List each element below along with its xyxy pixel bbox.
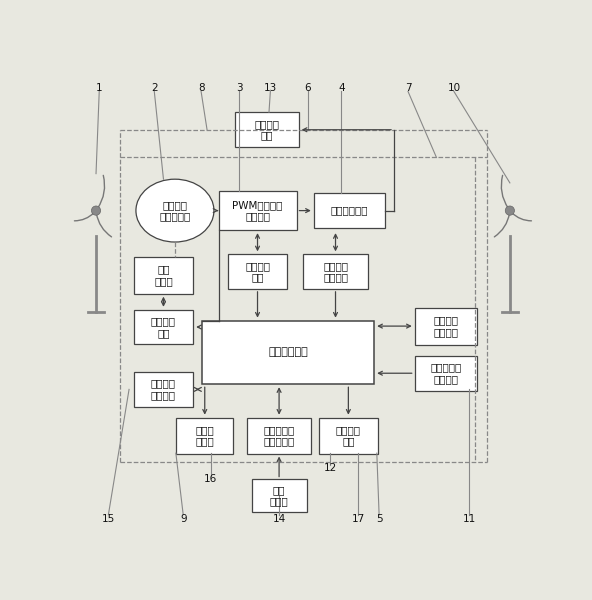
Text: 风速
风向仪: 风速 风向仪 [270, 485, 288, 506]
Text: 发电机转速
检测模块: 发电机转速 检测模块 [430, 362, 461, 384]
Text: 2: 2 [151, 83, 157, 93]
Text: 17: 17 [352, 514, 365, 524]
FancyBboxPatch shape [414, 356, 477, 391]
Text: 6: 6 [305, 83, 311, 93]
Text: 11: 11 [463, 514, 476, 524]
Text: 16: 16 [204, 475, 217, 484]
Text: 13: 13 [264, 83, 277, 93]
Ellipse shape [136, 179, 214, 242]
FancyBboxPatch shape [234, 112, 299, 147]
Text: 3: 3 [236, 83, 243, 93]
Text: 液晶显示
模块: 液晶显示 模块 [336, 425, 361, 446]
FancyBboxPatch shape [414, 308, 477, 344]
Text: 14: 14 [272, 514, 286, 524]
Text: 故障指
示信号: 故障指 示信号 [195, 425, 214, 446]
FancyBboxPatch shape [176, 418, 233, 454]
FancyBboxPatch shape [252, 479, 307, 512]
Text: 主控制器模块: 主控制器模块 [268, 347, 308, 358]
Text: 7: 7 [405, 83, 411, 93]
Text: 偏航信号
发生模块: 偏航信号 发生模块 [433, 316, 458, 337]
FancyBboxPatch shape [134, 310, 193, 344]
Text: 机械
制动器: 机械 制动器 [154, 265, 173, 286]
Text: 12: 12 [323, 463, 337, 473]
Text: 9: 9 [180, 514, 186, 524]
FancyBboxPatch shape [247, 418, 311, 454]
FancyBboxPatch shape [228, 254, 287, 289]
Text: 4: 4 [338, 83, 345, 93]
Text: 电流检测
模块: 电流检测 模块 [245, 261, 270, 283]
Text: 电能存储模块: 电能存储模块 [330, 206, 368, 215]
Circle shape [506, 206, 514, 215]
FancyBboxPatch shape [134, 257, 193, 294]
Text: 15: 15 [102, 514, 115, 524]
Text: 操作方式
选择按鈕: 操作方式 选择按鈕 [151, 379, 176, 400]
Text: 风速风向差
分接收模块: 风速风向差 分接收模块 [263, 425, 295, 446]
Circle shape [91, 206, 101, 215]
FancyBboxPatch shape [303, 254, 368, 289]
FancyBboxPatch shape [318, 418, 378, 454]
FancyBboxPatch shape [134, 372, 193, 407]
FancyBboxPatch shape [218, 191, 297, 230]
Text: 5: 5 [376, 514, 382, 524]
Text: PWM整流充电
功率模块: PWM整流充电 功率模块 [232, 200, 283, 221]
Text: 低速永磁
同步发电机: 低速永磁 同步发电机 [159, 200, 191, 221]
FancyBboxPatch shape [202, 320, 374, 385]
Text: 8: 8 [198, 83, 204, 93]
Text: 制动信号
模块: 制动信号 模块 [151, 316, 176, 338]
FancyBboxPatch shape [314, 193, 385, 228]
Text: 1: 1 [96, 83, 102, 93]
Text: 母线电压
检测模块: 母线电压 检测模块 [323, 261, 348, 283]
Text: 10: 10 [448, 83, 461, 93]
Text: 偏航步进
电机: 偏航步进 电机 [254, 119, 279, 140]
